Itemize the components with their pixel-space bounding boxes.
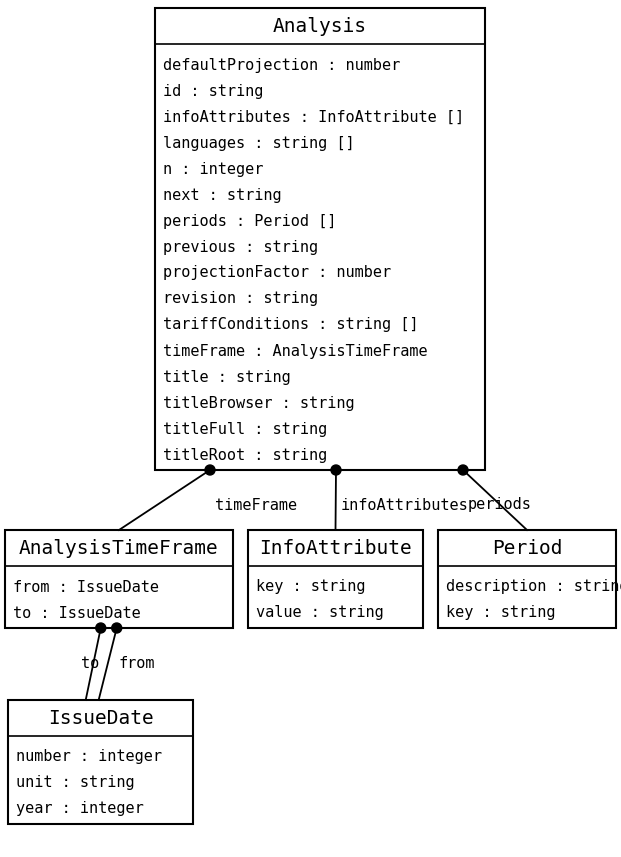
Text: number : integer: number : integer (16, 750, 162, 764)
Text: id : string: id : string (163, 83, 263, 99)
Text: key : string: key : string (256, 579, 366, 595)
Bar (8, 700, 193, 824)
Text: description : string: description : string (446, 579, 621, 595)
Text: value : string: value : string (256, 606, 384, 620)
Text: previous : string: previous : string (163, 239, 318, 255)
Bar (438, 530, 616, 628)
Text: revision : string: revision : string (163, 291, 318, 307)
Text: AnalysisTimeFrame: AnalysisTimeFrame (19, 538, 219, 558)
Text: titleBrowser : string: titleBrowser : string (163, 395, 355, 411)
Text: Period: Period (492, 538, 562, 558)
Text: n : integer: n : integer (163, 161, 263, 177)
Text: Analysis: Analysis (273, 16, 367, 35)
Text: tariffConditions : string []: tariffConditions : string [] (163, 317, 419, 333)
Circle shape (112, 623, 122, 633)
Text: InfoAttribute: InfoAttribute (259, 538, 412, 558)
Text: year : integer: year : integer (16, 801, 143, 817)
Circle shape (331, 465, 341, 475)
Text: periods: periods (468, 498, 532, 512)
Bar (5, 530, 233, 628)
Text: projectionFactor : number: projectionFactor : number (163, 266, 391, 280)
Text: from: from (119, 656, 155, 672)
Text: timeFrame: timeFrame (215, 498, 297, 512)
Text: to: to (81, 656, 99, 672)
Text: from : IssueDate: from : IssueDate (13, 579, 159, 595)
Text: timeFrame : AnalysisTimeFrame: timeFrame : AnalysisTimeFrame (163, 344, 428, 358)
Text: defaultProjection : number: defaultProjection : number (163, 57, 401, 73)
Bar (155, 8, 485, 470)
Text: title : string: title : string (163, 369, 291, 385)
Text: periods : Period []: periods : Period [] (163, 213, 337, 229)
Text: unit : string: unit : string (16, 776, 135, 790)
Bar (248, 530, 423, 628)
Text: titleRoot : string: titleRoot : string (163, 447, 327, 463)
Text: IssueDate: IssueDate (48, 709, 153, 728)
Text: infoAttributes: infoAttributes (341, 498, 469, 512)
Text: languages : string []: languages : string [] (163, 135, 355, 151)
Text: infoAttributes : InfoAttribute []: infoAttributes : InfoAttribute [] (163, 110, 464, 124)
Text: next : string: next : string (163, 188, 282, 202)
Text: to : IssueDate: to : IssueDate (13, 606, 141, 620)
Circle shape (205, 465, 215, 475)
Circle shape (458, 465, 468, 475)
Circle shape (96, 623, 106, 633)
Text: key : string: key : string (446, 606, 556, 620)
Text: titleFull : string: titleFull : string (163, 422, 327, 436)
